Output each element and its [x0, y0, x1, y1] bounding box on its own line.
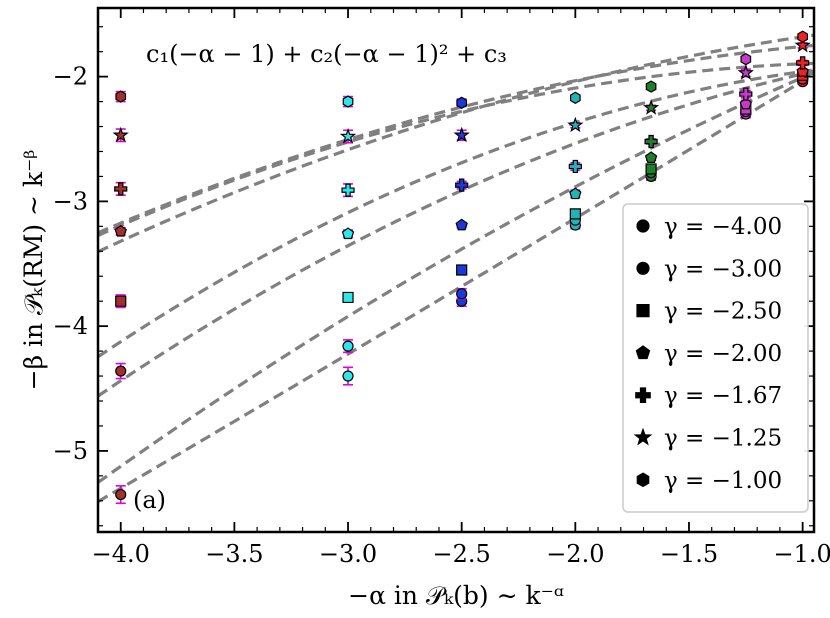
- data-point: [740, 52, 752, 66]
- data-point: [342, 291, 354, 304]
- panel-label: (a): [133, 486, 166, 514]
- data-point: [114, 182, 128, 196]
- legend-marker-hexagon: [636, 472, 650, 488]
- legend-box: [622, 203, 809, 513]
- y-tick-label: −3: [53, 187, 88, 215]
- data-point: [644, 134, 658, 149]
- x-tick-label: −3.0: [319, 540, 377, 568]
- legend: γ = −4.00 γ = −3.00 γ = −2.50 γ = −2.00 γ = …: [622, 203, 809, 513]
- data-point: [739, 87, 753, 101]
- y-axis-label: −β in 𝒫ₖ(RM) ∼ k⁻ᵝ: [19, 150, 48, 391]
- legend-marker-plus: [635, 387, 651, 404]
- plot-frame: [96, 6, 816, 534]
- legend-label: γ = −1.25: [664, 426, 782, 452]
- data-point: [794, 36, 811, 53]
- data-point: [112, 126, 129, 143]
- fit-curve-6: [98, 43, 814, 235]
- data-point: [115, 90, 127, 103]
- data-point: [341, 183, 355, 197]
- data-point: [115, 365, 127, 377]
- legend-label: γ = −2.00: [664, 341, 782, 367]
- fit-formula-annotation: c₁(−α − 1) + c₂(−α − 1)² + c₃: [146, 40, 507, 68]
- legend-marker-pentagon: [635, 345, 651, 360]
- data-point: [644, 151, 658, 163]
- x-axis-label: −α in 𝒫ₖ(b) ∼ k⁻ᵅ: [348, 581, 564, 610]
- y-tick-label: −4: [53, 312, 88, 340]
- data-point: [341, 227, 355, 240]
- fit-curves: [98, 33, 814, 503]
- y-tick-label: −5: [53, 437, 88, 465]
- data-point: [455, 218, 468, 231]
- data-point: [737, 64, 754, 80]
- data-point: [569, 91, 581, 105]
- fit-curve-3: [98, 69, 814, 398]
- fit-curve-5: [98, 61, 814, 237]
- fit-curve-7: [98, 33, 814, 254]
- axis-ticks: −4.0 −3.5 −3.0 −2.5 −2.0 −1.5 −1.0 −5 −4 −3 −2: [53, 8, 830, 568]
- data-point: [796, 56, 810, 70]
- data-point: [342, 95, 354, 108]
- y-tick-label: −2: [53, 63, 88, 91]
- x-tick-label: −3.5: [205, 540, 263, 568]
- data-point: [456, 96, 468, 110]
- legend-label: γ = −1.00: [664, 468, 782, 494]
- legend-label: γ = −4.00: [664, 214, 782, 240]
- legend-marker-star: [633, 427, 653, 446]
- x-tick-label: −1.0: [773, 540, 830, 568]
- data-point: [796, 65, 809, 77]
- data-point: [645, 80, 657, 93]
- data-point: [114, 224, 127, 237]
- data-point: [567, 116, 584, 133]
- data-point: [797, 30, 808, 43]
- data-point: [569, 208, 581, 220]
- data-points: [112, 30, 811, 505]
- x-tick-label: −2.0: [546, 540, 604, 568]
- x-tick-label: −1.5: [660, 540, 718, 568]
- data-point: [456, 288, 468, 300]
- data-point: [568, 159, 582, 174]
- data-point: [456, 264, 468, 276]
- legend-label: γ = −3.00: [664, 256, 782, 282]
- data-point: [569, 187, 582, 200]
- legend-marker-square: [636, 304, 650, 318]
- legend-label: γ = −1.67: [664, 383, 782, 409]
- x-tick-label: −4.0: [92, 540, 150, 568]
- fit-curve-4: [98, 68, 814, 359]
- data-point: [455, 178, 469, 192]
- fit-curve-2: [98, 71, 814, 484]
- legend-marker-circle: [636, 219, 650, 233]
- data-point: [453, 126, 470, 143]
- data-point: [115, 295, 127, 307]
- data-point: [642, 99, 660, 115]
- legend-label: γ = −2.50: [664, 299, 782, 325]
- legend-marker-circle: [636, 261, 650, 275]
- data-point: [645, 163, 657, 175]
- data-point: [115, 488, 127, 501]
- data-point: [739, 97, 752, 110]
- data-point: [339, 127, 357, 144]
- fit-curve-1: [98, 72, 814, 503]
- data-point: [342, 370, 354, 382]
- x-tick-label: −2.5: [433, 540, 491, 568]
- data-point: [342, 340, 354, 352]
